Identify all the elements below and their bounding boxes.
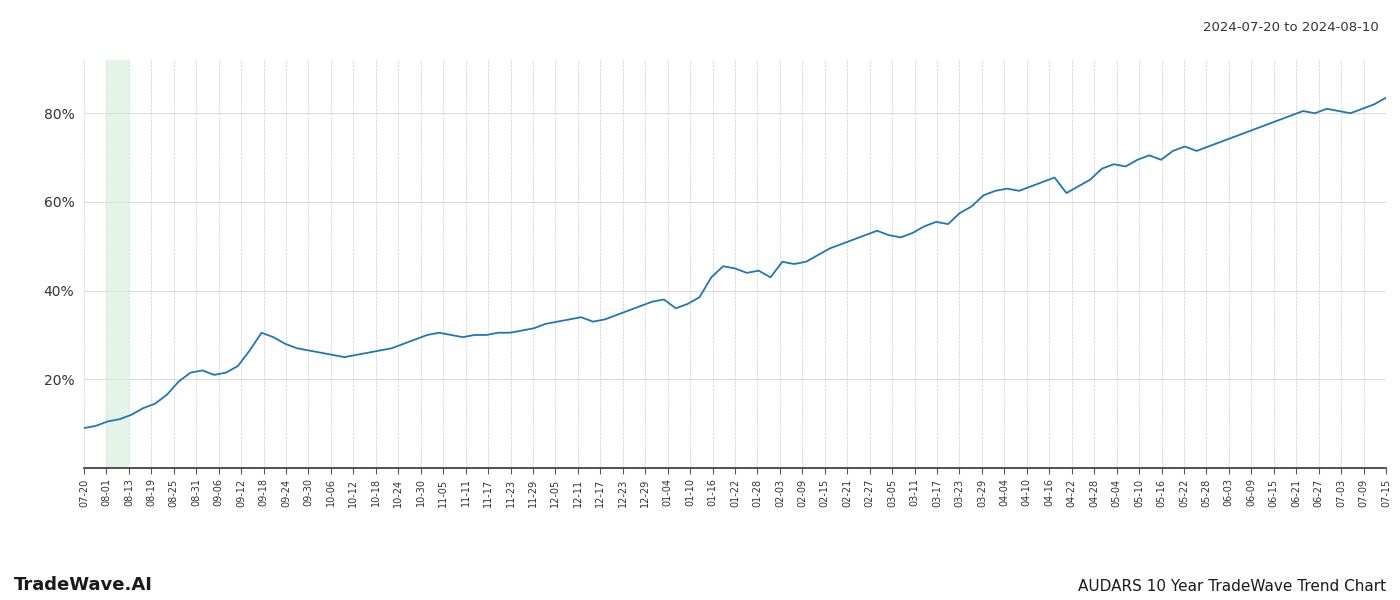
Text: 2024-07-20 to 2024-08-10: 2024-07-20 to 2024-08-10 — [1203, 21, 1379, 34]
Bar — [106, 60, 129, 468]
Text: AUDARS 10 Year TradeWave Trend Chart: AUDARS 10 Year TradeWave Trend Chart — [1078, 579, 1386, 594]
Text: TradeWave.AI: TradeWave.AI — [14, 576, 153, 594]
